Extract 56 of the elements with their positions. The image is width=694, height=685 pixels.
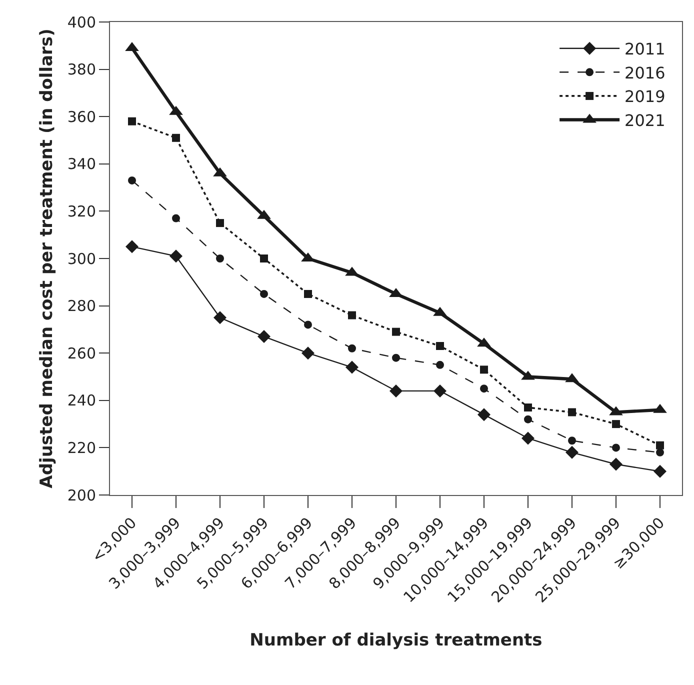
point [654, 464, 666, 478]
y-tick-label: 380 [67, 60, 96, 79]
point [478, 408, 490, 422]
point [128, 176, 136, 184]
legend-label: 2016 [624, 63, 666, 82]
point [170, 250, 182, 263]
point [390, 384, 402, 398]
point [258, 330, 270, 344]
point [348, 311, 356, 320]
point [434, 384, 446, 398]
legend-label: 2011 [624, 40, 666, 59]
point [128, 117, 136, 126]
point [612, 444, 620, 452]
point [392, 354, 400, 362]
point [524, 415, 532, 424]
y-tick-label: 300 [67, 250, 96, 268]
y-tick-label: 220 [67, 438, 96, 457]
point [522, 432, 534, 445]
y-tick-label: 400 [67, 13, 96, 32]
y-axis-title: Adjusted median cost per treatment (in dollars) [36, 28, 57, 488]
y-tick-label: 360 [67, 108, 96, 126]
point [524, 404, 532, 412]
y-tick-label: 240 [67, 392, 96, 410]
x-axis-title: Number of dialysis treatments [250, 630, 542, 651]
y-tick-label: 280 [67, 297, 96, 316]
point [436, 342, 444, 350]
point [392, 328, 400, 336]
point [656, 448, 664, 456]
point [612, 420, 620, 428]
point [304, 290, 312, 298]
y-tick-label: 200 [67, 486, 96, 504]
point [172, 214, 180, 222]
legend-label: 2021 [624, 111, 666, 130]
y-tick-label: 260 [67, 344, 96, 362]
point [656, 441, 664, 450]
point [216, 219, 224, 228]
y-tick-label: 320 [67, 202, 96, 220]
point [566, 446, 578, 459]
point [568, 436, 576, 445]
point [172, 134, 180, 142]
point [610, 458, 622, 471]
point [568, 408, 576, 416]
point [304, 320, 312, 329]
point [260, 254, 268, 262]
point [480, 366, 488, 374]
point [126, 240, 138, 254]
point [216, 254, 224, 262]
y-tick-label: 340 [67, 155, 96, 174]
legend-label: 2019 [624, 87, 666, 106]
point [348, 344, 356, 352]
point [480, 384, 488, 393]
point [214, 311, 226, 324]
point [436, 360, 444, 369]
point [260, 290, 268, 298]
point [346, 360, 358, 374]
point [302, 346, 314, 360]
